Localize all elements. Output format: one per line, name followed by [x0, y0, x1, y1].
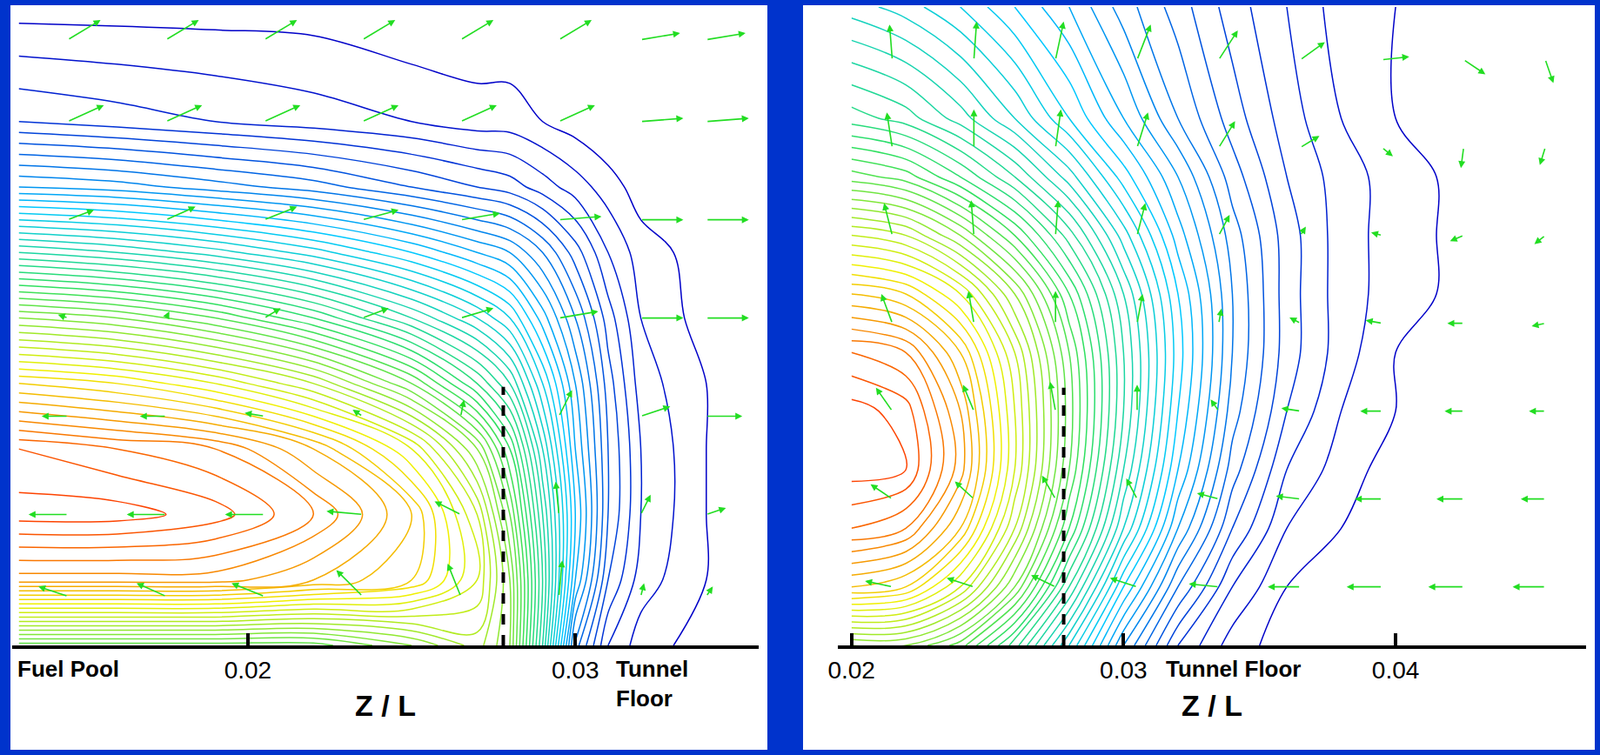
svg-text:Fuel Pool: Fuel Pool: [17, 656, 120, 683]
svg-text:Tunnel Floor: Tunnel Floor: [1165, 656, 1302, 683]
svg-text:0.02: 0.02: [827, 656, 876, 684]
svg-text:0.02: 0.02: [224, 656, 273, 684]
svg-text:0.04: 0.04: [1372, 656, 1420, 684]
svg-text:0.03: 0.03: [1099, 656, 1148, 684]
svg-text:TunnelFloor: TunnelFloor: [615, 656, 689, 712]
svg-text:Z / L: Z / L: [354, 689, 416, 723]
svg-text:0.03: 0.03: [551, 656, 600, 684]
svg-text:Z / L: Z / L: [1181, 689, 1243, 723]
